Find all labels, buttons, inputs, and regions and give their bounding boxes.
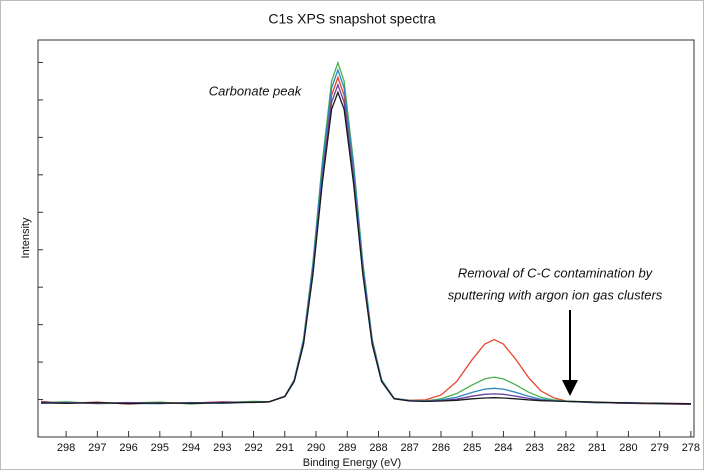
x-tick-label: 288: [369, 442, 387, 454]
arrow-head: [562, 380, 578, 396]
x-tick-label: 289: [338, 442, 356, 454]
x-tick-label: 285: [463, 442, 481, 454]
x-tick-label: 291: [276, 442, 294, 454]
y-axis-label: Intensity: [20, 217, 32, 258]
x-tick-label: 296: [119, 442, 137, 454]
x-tick-label: 279: [650, 442, 668, 454]
annotation: Carbonate peak: [209, 83, 303, 98]
x-tick-label: 278: [682, 442, 700, 454]
x-tick-label: 282: [557, 442, 575, 454]
spectrum-line: [41, 90, 691, 405]
x-tick-label: 286: [432, 442, 450, 454]
x-tick-label: 284: [494, 442, 512, 454]
chart-title: C1s XPS snapshot spectra: [268, 11, 436, 27]
x-tick-label: 294: [182, 442, 200, 454]
x-tick-label: 297: [88, 442, 106, 454]
annotation: sputtering with argon ion gas clusters: [448, 287, 663, 302]
x-tick-label: 293: [213, 442, 231, 454]
x-tick-label: 281: [588, 442, 606, 454]
x-tick-label: 292: [244, 442, 262, 454]
annotation: Removal of C-C contamination by: [458, 265, 654, 280]
plot-frame: [37, 39, 695, 438]
x-tick-label: 290: [307, 442, 325, 454]
x-tick-label: 287: [401, 442, 419, 454]
x-tick-label: 298: [57, 442, 75, 454]
x-tick-label: 295: [151, 442, 169, 454]
x-axis-label: Binding Energy (eV): [303, 457, 401, 469]
x-tick-label: 280: [619, 442, 637, 454]
x-tick-label: 283: [526, 442, 544, 454]
